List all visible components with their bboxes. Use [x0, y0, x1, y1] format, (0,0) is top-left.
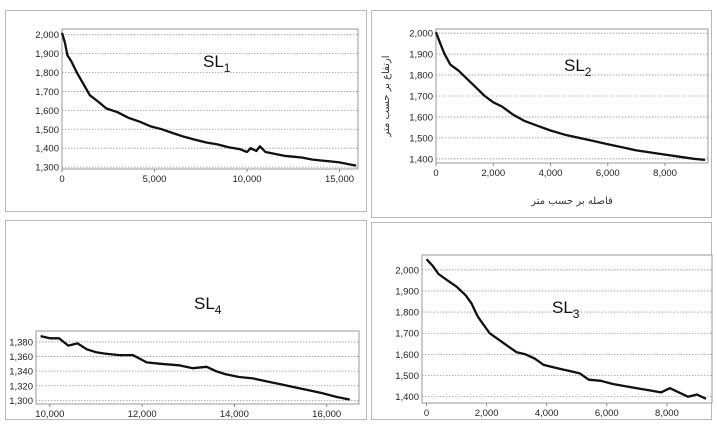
x-tick-label: 0: [424, 408, 429, 419]
grid-lines: [422, 269, 712, 398]
chart-title: SL4: [194, 294, 222, 317]
x-tick-label: 2,000: [475, 408, 499, 419]
x-tick-label: 4,000: [535, 408, 559, 419]
y-tick-label: 1,500: [395, 371, 419, 382]
chart-sl1: 1,300 1,400 1,500 1,600 1,700 1,800 1,900 2,000…: [35, 28, 359, 185]
plot-area: [421, 254, 713, 404]
x-axis-ticks: 10,000 12,000 14,000 16,000: [35, 404, 341, 420]
y-tick-label: 1,400: [395, 392, 419, 403]
y-tick-label: 1,700: [395, 329, 419, 340]
x-tick-label: 2,000: [481, 168, 505, 179]
y-tick-label: 1,380: [9, 337, 33, 348]
x-axis-ticks: 0 2,000 4,000 6,000 8,000: [424, 403, 679, 419]
y-tick-label: 1,320: [9, 381, 33, 392]
x-tick-label: 0: [59, 174, 64, 185]
x-tick-label: 0: [433, 168, 438, 179]
y-tick-label: 1,700: [409, 92, 433, 103]
chart-title: SL2: [564, 56, 592, 79]
y-tick-label: 1,300: [9, 396, 33, 407]
y-tick-label: 1,700: [35, 87, 59, 98]
y-tick-label: 1,800: [409, 71, 433, 82]
series-line: [60, 32, 357, 167]
chart-sl4: 1,300 1,320 1,340 1,360 1,380 10,000 12,000 14…: [9, 294, 360, 420]
y-tick-label: 1,400: [35, 144, 59, 155]
series-line: [425, 258, 707, 400]
x-tick-label: 6,000: [595, 408, 619, 419]
x-tick-label: 14,000: [220, 409, 249, 420]
x-axis-ticks: 0 5,000 10,000 15,000: [59, 169, 354, 185]
chart-panel-sl1: 1,300 1,400 1,500 1,600 1,700 1,800 1,900 2,000…: [5, 10, 367, 212]
x-tick-label: 8,000: [655, 408, 679, 419]
y-tick-label: 1,900: [35, 49, 59, 60]
x-axis-ticks: 0 2,000 4,000 6,000 8,000: [433, 163, 677, 179]
series-line: [434, 31, 706, 162]
chart-panel-sl3: 1,400 1,500 1,600 1,700 1,800 1,900 2,000 0 2,0…: [371, 222, 713, 420]
y-axis-ticks: 1,400 1,500 1,600 1,700 1,800 1,900 2,000: [409, 29, 433, 166]
chart-panel-sl4: 1,300 1,320 1,340 1,360 1,380 10,000 12,000 14…: [5, 220, 367, 420]
y-tick-label: 1,900: [409, 50, 433, 61]
chart-sl2: 1,400 1,500 1,600 1,700 1,800 1,900 2,000 0 2,0…: [381, 28, 709, 207]
y-axis-ticks: 1,300 1,400 1,500 1,600 1,700 1,800 1,900 2,000: [35, 30, 59, 173]
y-tick-label: 1,300: [35, 163, 59, 174]
x-tick-label: 15,000: [325, 174, 354, 185]
chart-sl3: 1,400 1,500 1,600 1,700 1,800 1,900 2,000 0 2,0…: [395, 254, 713, 419]
y-tick-label: 1,360: [9, 352, 33, 363]
x-tick-label: 4,000: [539, 168, 563, 179]
y-axis-ticks: 1,400 1,500 1,600 1,700 1,800 1,900 2,000: [395, 265, 419, 403]
grid-lines: [62, 34, 358, 168]
chart-title: SL3: [552, 298, 580, 321]
y-tick-label: 1,600: [35, 106, 59, 117]
y-tick-label: 1,400: [409, 154, 433, 165]
chart-title: SL1: [203, 52, 231, 75]
x-tick-label: 16,000: [312, 409, 341, 420]
y-tick-label: 1,600: [395, 350, 419, 361]
y-tick-label: 1,500: [409, 133, 433, 144]
y-tick-label: 2,000: [35, 30, 59, 41]
series-line: [40, 334, 351, 401]
y-tick-label: 2,000: [395, 265, 419, 276]
y-axis-ticks: 1,300 1,320 1,340 1,360 1,380: [9, 337, 33, 406]
y-axis-label: ارتفاع بر حسب متر: [381, 55, 392, 137]
x-tick-label: 5,000: [143, 174, 167, 185]
grid-lines: [436, 32, 708, 160]
y-tick-label: 1,900: [395, 286, 419, 297]
plot-area: [61, 28, 359, 170]
x-tick-label: 10,000: [232, 174, 261, 185]
x-tick-label: 8,000: [653, 168, 677, 179]
x-axis-label: فاصله بر حسب متر: [530, 196, 613, 207]
y-tick-label: 1,500: [35, 125, 59, 136]
x-tick-label: 12,000: [128, 409, 157, 420]
y-tick-label: 1,800: [395, 308, 419, 319]
chart-panel-sl2: 1,400 1,500 1,600 1,700 1,800 1,900 2,000 0 2,0…: [371, 10, 712, 218]
x-tick-label: 6,000: [596, 168, 620, 179]
y-tick-label: 2,000: [409, 29, 433, 40]
y-tick-label: 1,600: [409, 112, 433, 123]
y-tick-label: 1,800: [35, 68, 59, 79]
y-tick-label: 1,340: [9, 367, 33, 378]
x-tick-label: 10,000: [35, 409, 64, 420]
